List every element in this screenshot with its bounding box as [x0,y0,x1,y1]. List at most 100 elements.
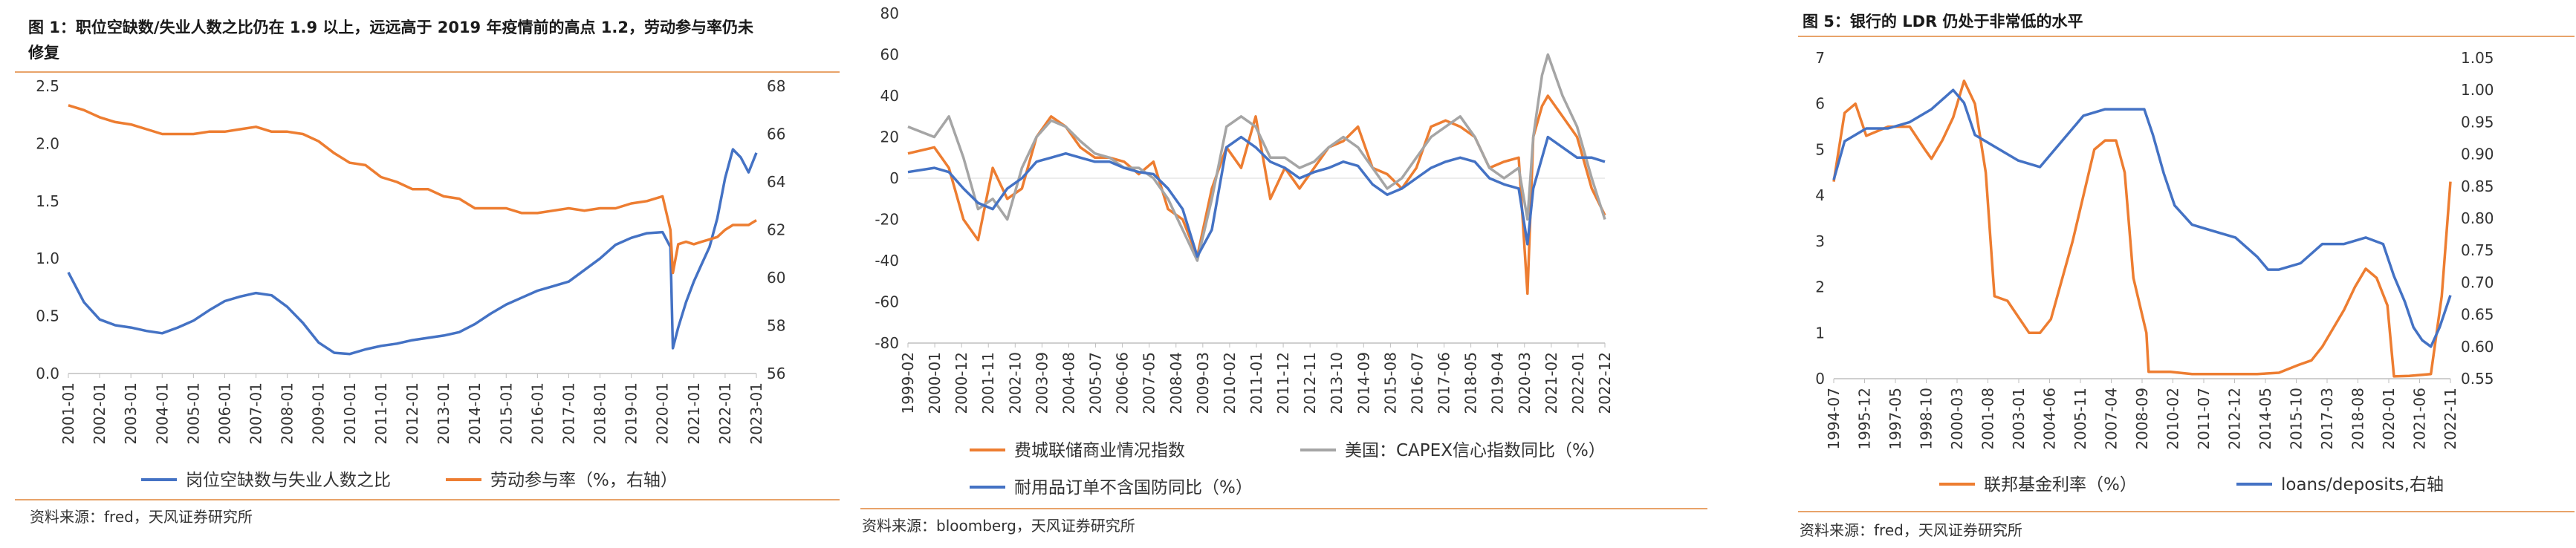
chart-panel-1: 图 1：职位空缺数/失业人数之比仍在 1.9 以上，远远高于 2019 年疫情前… [0,0,847,548]
chart-2-y-tick-label: -20 [875,211,899,229]
chart-2-svg: -80 -60 -40 -20 0 20 40 60 80 1999-02 2000-01 2000-… [875,4,1614,498]
chart-1-source: 资料来源：fred，天风证券研究所 [30,508,253,526]
chart-3-y-tick-label: 3 [1815,232,1825,250]
chart-panel-2: -80 -60 -40 -20 0 20 40 60 80 1999-02 2000-01 2000-… [854,0,1709,548]
chart-3-x-tick-label: 2005-11 [2071,388,2089,450]
chart-3-x-tick-label: 2010-02 [2164,388,2182,450]
chart-2-x-tick-label: 2003-09 [1033,352,1051,414]
chart-1-x-tick-label: 2001-01 [59,382,77,445]
chart-1-x-tick-label: 2015-01 [497,382,515,445]
chart-3-y2-tick-label: 0.95 [2461,113,2494,131]
chart-2-x-tick-label: 2011-12 [1274,352,1292,414]
chart-3-x-tick-label: 1997-05 [1886,388,1904,450]
chart-1-y-tick-label: 2.0 [36,134,59,152]
chart-1-y-tick-label: 0.5 [36,307,59,325]
chart-1-x-tick-label: 2008-01 [279,382,296,445]
chart-3-y2-tick-label: 1.05 [2461,49,2494,67]
chart-1-title-line2: 修复 [28,44,59,62]
chart-1-y-tick-label: 0.0 [36,365,59,382]
chart-3-x-tick-label: 2007-04 [2103,388,2121,450]
chart-3-y2-tick-label: 0.55 [2461,370,2494,388]
chart-1-legend-label-1: 岗位空缺数与失业人数之比 [186,471,391,490]
chart-3-legend-label-2: loans/deposits,右轴 [2281,475,2444,495]
chart-3-x-tick-label: 2011-07 [2195,388,2213,450]
chart-2-series-line-1 [907,94,1606,296]
chart-2-series-line-3 [907,135,1606,258]
chart-2-x-tick-label: 2016-07 [1408,352,1426,414]
chart-3-y-tick-label: 4 [1815,186,1825,204]
chart-3-y2-tick-label: 0.75 [2461,241,2494,259]
chart-2-x-tick-label: 2001-11 [979,352,997,414]
chart-2-x-tick-label: 2018-05 [1462,352,1480,414]
chart-1-x-tick-label: 2017-01 [559,382,577,445]
chart-1-x-tick-label: 2016-01 [528,382,546,445]
chart-1-x-tick-label: 2002-01 [91,382,108,445]
chart-1-y2-tick-label: 66 [767,125,785,143]
chart-1-legend-label-2: 劳动参与率（%，右轴） [490,471,678,490]
chart-1-x-tick-label: 2010-01 [341,382,359,445]
chart-3-y2-tick-label: 1.00 [2461,81,2494,99]
chart-1-x-tick-label: 2012-01 [403,382,421,445]
chart-2-x-tick-label: 2006-06 [1114,352,1132,414]
chart-1-x-tick-label: 2021-01 [685,382,703,445]
chart-1-x-tick-label: 2007-01 [247,382,265,445]
chart-3-x-tick-label: 1995-12 [1856,388,1874,450]
chart-3-x-tick-label: 2014-05 [2257,388,2274,450]
chart-3-series-line-1 [1832,79,2452,378]
chart-3-x-tick-label: 2012-12 [2226,388,2244,450]
chart-3-top-rule [1798,36,2575,37]
chart-1-y2-tick-label: 60 [767,269,785,287]
chart-2-y-tick-label: 80 [880,4,899,22]
chart-2-x-tick-label: 2013-10 [1328,352,1346,414]
chart-1-x-tick-label: 2018-01 [591,382,609,445]
chart-1-title-line1: 图 1：职位空缺数/失业人数之比仍在 1.9 以上，远远高于 2019 年疫情前… [28,19,753,36]
chart-3-y2-tick-label: 0.80 [2461,209,2494,227]
chart-2-y-tick-label: -60 [875,293,899,311]
chart-2-x-tick-label: 2022-12 [1596,352,1614,414]
chart-1-x-tick-label: 2014-01 [466,382,484,445]
chart-1-x-tick-label: 2005-01 [184,382,202,445]
chart-2-series-line-2 [907,53,1606,262]
chart-2-x-tick-label: 2000-12 [953,352,970,414]
chart-2-x-tick-label: 2000-01 [926,352,944,414]
chart-3-y2-tick-label: 0.85 [2461,177,2494,195]
chart-2-y-tick-label: -40 [875,252,899,270]
chart-2-x-tick-label: 2007-05 [1141,352,1158,414]
chart-3-series-line-2 [1832,88,2452,348]
chart-1-x-tick-label: 2019-01 [623,382,640,445]
chart-3-source: 资料来源：fred，天风证券研究所 [1800,521,2022,539]
chart-2-legend-label-2: 美国：CAPEX信心指数同比（%） [1345,441,1606,460]
chart-2-y-tick-label: 20 [880,128,899,146]
chart-3-x-tick-label: 2000-03 [1948,388,1966,450]
chart-2-legend-label-3: 耐用品订单不含国防同比（%） [1014,478,1253,498]
chart-2-x-tick-label: 2020-03 [1516,352,1534,414]
chart-3-x-tick-label: 2003-01 [2010,388,2028,450]
chart-3-y-tick-label: 0 [1815,370,1825,388]
chart-2-x-tick-label: 1999-02 [899,352,917,414]
chart-2-x-tick-label: 2014-09 [1354,352,1372,414]
chart-3-y2-tick-label: 0.90 [2461,146,2494,163]
chart-2-x-tick-label: 2019-04 [1489,352,1507,414]
chart-1-x-tick-label: 2020-01 [654,382,672,445]
chart-3-y2-tick-label: 0.60 [2461,338,2494,356]
chart-1-x-tick-label: 2006-01 [215,382,233,445]
chart-2-x-tick-label: 2010-02 [1221,352,1239,414]
chart-1-y-tick-label: 1.0 [36,249,59,267]
chart-2-x-tick-label: 2015-08 [1381,352,1399,414]
chart-2-x-tick-label: 2005-07 [1087,352,1105,414]
chart-3-x-tick-label: 2015-10 [2288,388,2306,450]
chart-2-y-tick-label: 60 [880,46,899,64]
chart-3-y-tick-label: 1 [1815,324,1825,342]
chart-1-x-tick-label: 2022-01 [716,382,734,445]
chart-panel-3: 图 5：银行的 LDR 仍处于非常低的水平 0 1 2 3 4 5 6 7 0.55 0.60 0.… [1791,0,2576,548]
chart-2-source: 资料来源：bloomberg，天风证券研究所 [862,517,1135,535]
chart-1-y2-tick-label: 62 [767,221,785,239]
chart-3-x-tick-label: 1998-10 [1918,388,1936,450]
chart-1-x-tick-label: 2013-01 [435,382,452,445]
chart-3-svg: 0 1 2 3 4 5 6 7 0.55 0.60 0.65 0.70 0.75 0.80 0.85 0.90… [1815,49,2494,495]
chart-1-y2-tick-label: 58 [767,317,785,335]
chart-1-x-tick-label: 2011-01 [372,382,390,445]
chart-2-y-tick-label: -80 [875,334,899,352]
chart-3-y-tick-label: 6 [1815,95,1825,113]
chart-1-y2-tick-label: 56 [767,365,785,382]
